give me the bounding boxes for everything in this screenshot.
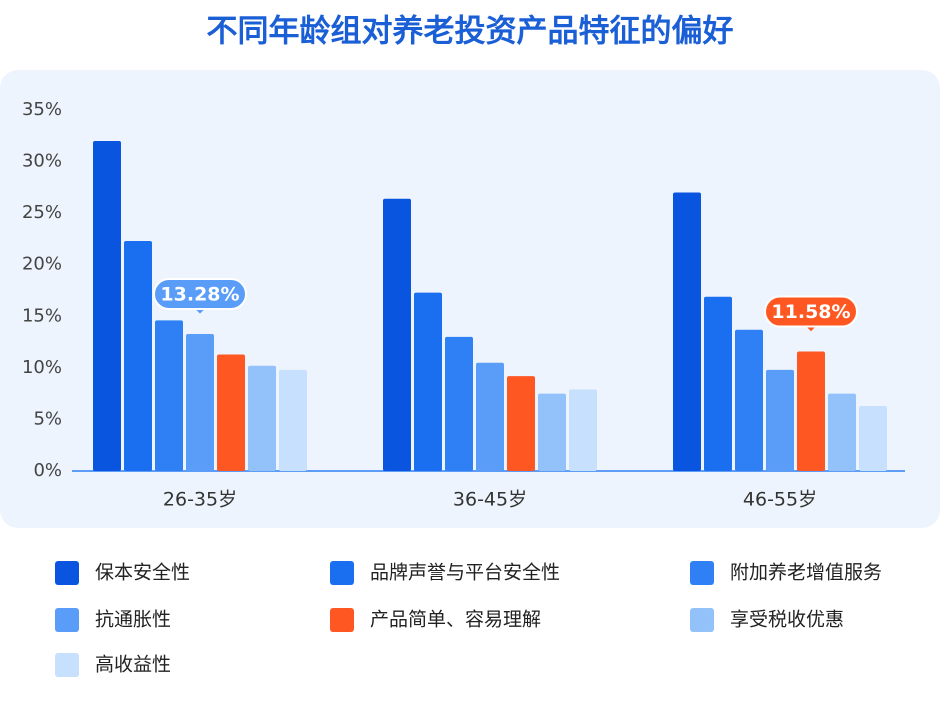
legend-swatch — [55, 608, 79, 632]
bar — [828, 393, 856, 471]
legend-swatch — [330, 608, 354, 632]
bar — [124, 240, 152, 471]
y-tick-label: 15% — [22, 305, 62, 326]
x-tick-label: 26-35岁 — [163, 489, 237, 511]
y-tick-label: 20% — [22, 254, 62, 275]
legend-label: 享受税收优惠 — [730, 609, 844, 631]
bar — [569, 389, 597, 471]
bar — [414, 292, 442, 471]
bar — [507, 376, 535, 471]
legend-label: 保本安全性 — [95, 562, 190, 584]
bar — [186, 334, 214, 471]
bar — [538, 393, 566, 471]
bar — [766, 369, 794, 471]
data-label: 13.28% — [160, 284, 239, 306]
legend-swatch — [330, 561, 354, 585]
bar — [383, 198, 411, 471]
y-tick-label: 25% — [22, 202, 62, 223]
x-tick-label: 46-55岁 — [743, 489, 817, 511]
y-tick-label: 5% — [33, 408, 62, 429]
legend-label: 产品简单、容易理解 — [370, 609, 541, 631]
y-tick-label: 0% — [33, 460, 62, 481]
legend-label: 高收益性 — [95, 654, 171, 676]
legend-label: 附加养老增值服务 — [730, 562, 882, 584]
data-label: 11.58% — [771, 301, 850, 323]
bar — [217, 354, 245, 471]
bar — [279, 369, 307, 471]
bar — [445, 336, 473, 471]
legend-swatch — [690, 561, 714, 585]
bar — [93, 140, 121, 471]
bar — [155, 320, 183, 471]
legend-swatch — [690, 608, 714, 632]
y-tick-label: 10% — [22, 357, 62, 378]
x-tick-label: 36-45岁 — [453, 489, 527, 511]
callout-box — [153, 278, 247, 311]
callout-box — [764, 295, 858, 328]
y-tick-label: 35% — [22, 99, 62, 120]
bar — [859, 406, 887, 471]
bar — [476, 362, 504, 471]
bar — [735, 329, 763, 471]
legend-label: 抗通胀性 — [95, 609, 171, 631]
legend-label: 品牌声誉与平台安全性 — [370, 562, 560, 584]
y-tick-label: 30% — [22, 151, 62, 172]
bar — [248, 365, 276, 471]
legend-swatch — [55, 653, 79, 677]
legend-swatch — [55, 561, 79, 585]
bar — [704, 296, 732, 471]
bar — [797, 351, 825, 471]
chart-title: 不同年龄组对养老投资产品特征的偏好 — [207, 14, 734, 50]
bar — [673, 192, 701, 471]
